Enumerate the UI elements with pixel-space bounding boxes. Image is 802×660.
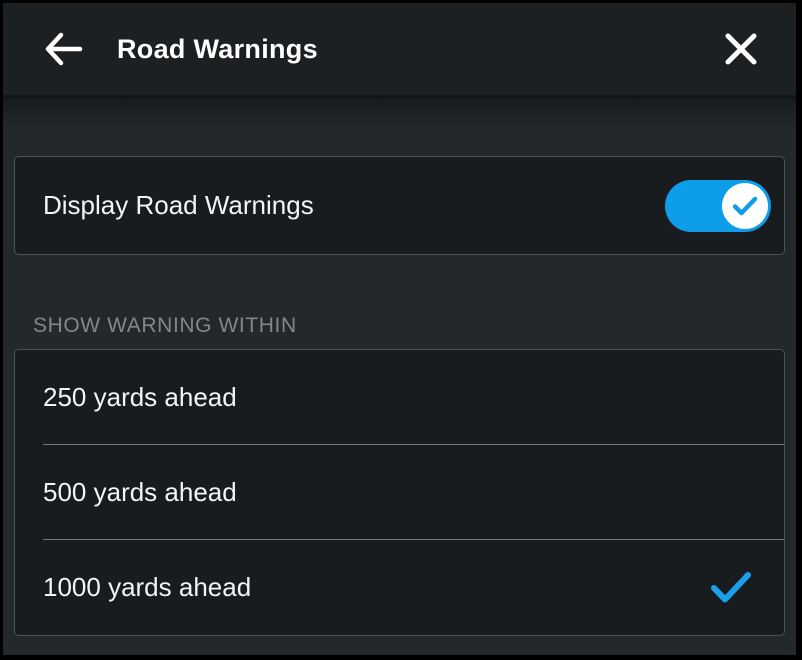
option-label: 1000 yards ahead	[43, 572, 252, 602]
toggle-knob	[722, 182, 768, 229]
toggle-check-icon	[732, 196, 758, 216]
back-button[interactable]	[39, 28, 87, 70]
option-label: 500 yards ahead	[43, 477, 237, 507]
option-250-yards[interactable]: 250 yards ahead	[15, 350, 784, 445]
option-label: 250 yards ahead	[43, 382, 237, 412]
page-title: Road Warnings	[117, 33, 318, 64]
display-road-warnings-toggle[interactable]	[665, 179, 771, 232]
section-label: SHOW WARNING WITHIN	[33, 314, 297, 337]
arrow-left-icon	[43, 32, 83, 66]
close-icon	[724, 32, 758, 66]
option-1000-yards[interactable]: 1000 yards ahead	[15, 540, 784, 635]
warning-distance-list: 250 yards ahead 500 yards ahead 1000 yar…	[14, 349, 785, 636]
content-area: Display Road Warnings SHOW WARNING WITHI…	[3, 98, 796, 655]
header-bar: Road Warnings	[3, 3, 796, 98]
check-icon	[710, 571, 752, 604]
option-500-yards[interactable]: 500 yards ahead	[15, 445, 784, 540]
close-button[interactable]	[720, 28, 762, 70]
display-road-warnings-label: Display Road Warnings	[43, 190, 314, 220]
display-road-warnings-row[interactable]: Display Road Warnings	[14, 156, 785, 255]
